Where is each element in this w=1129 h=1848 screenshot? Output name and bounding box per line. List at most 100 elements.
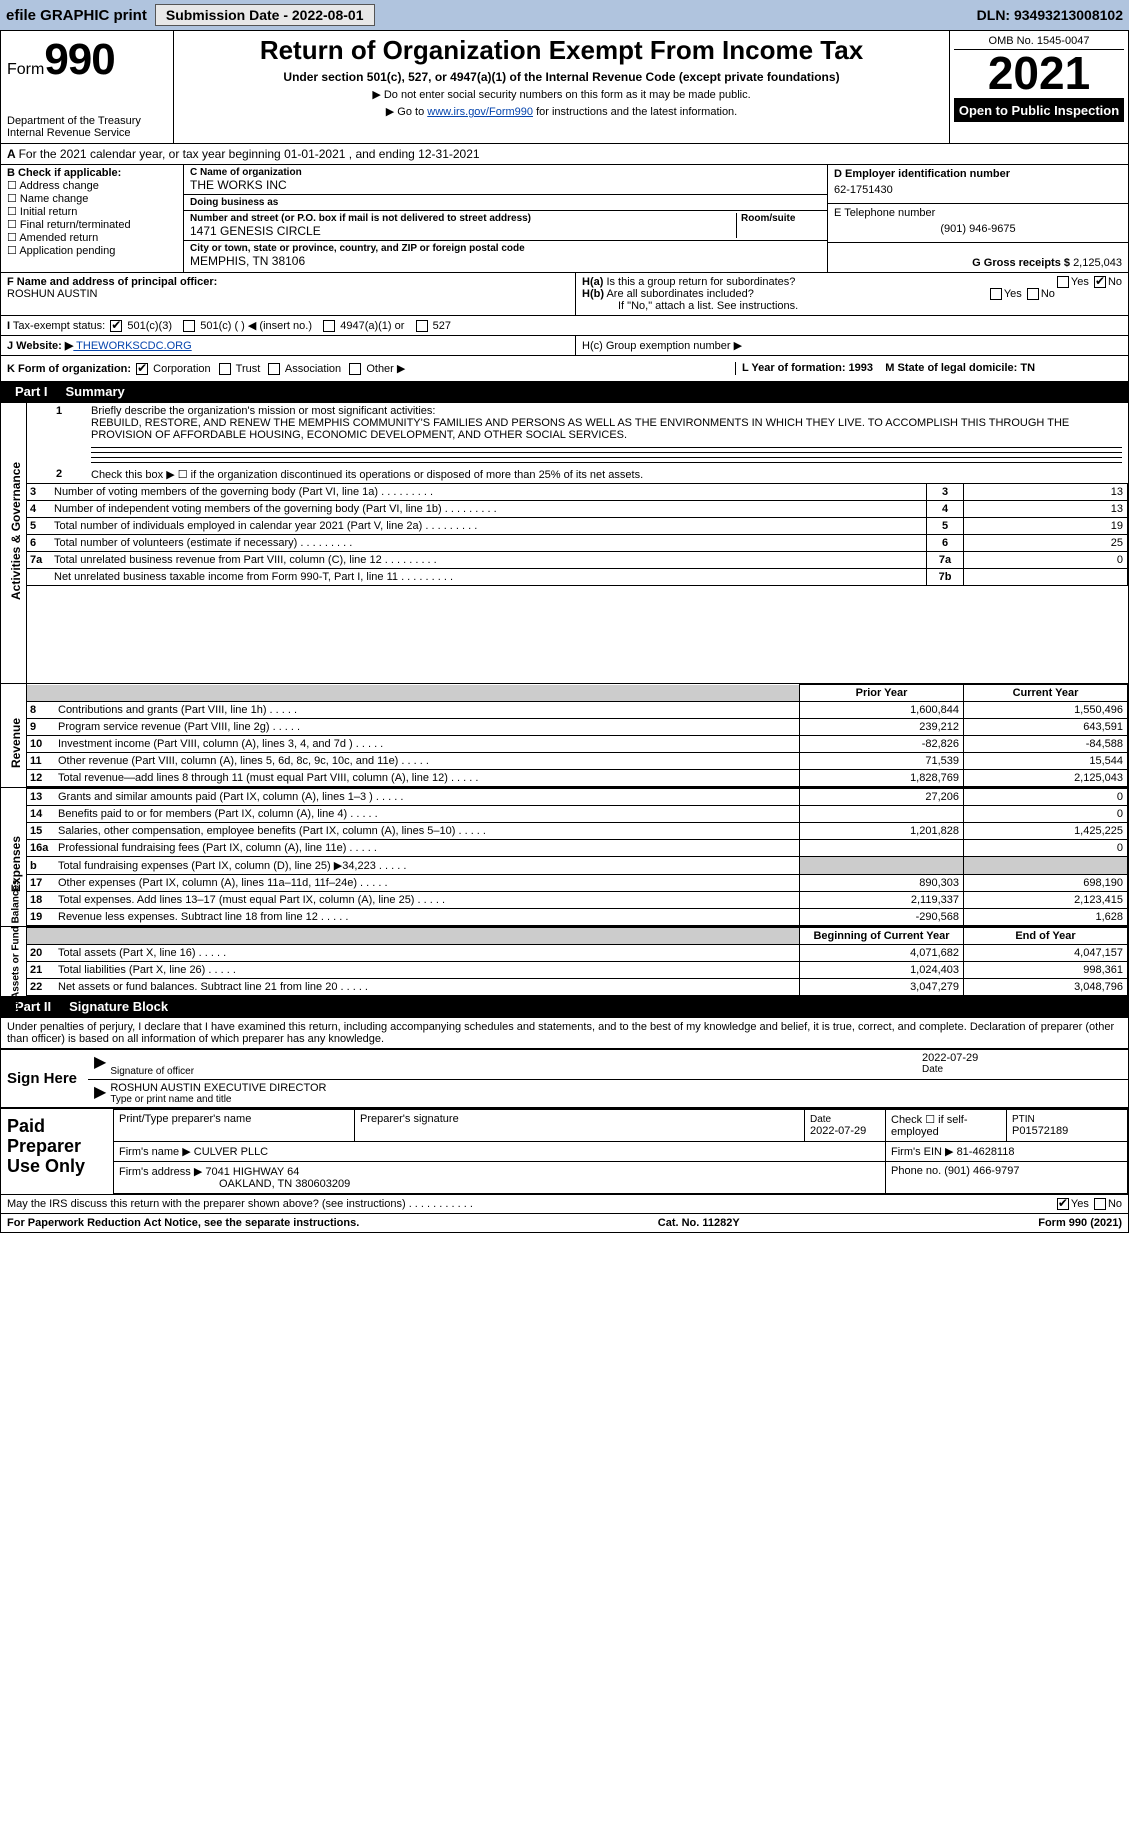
form-subtitle: Under section 501(c), 527, or 4947(a)(1)… bbox=[184, 70, 939, 84]
hb-yes[interactable] bbox=[990, 288, 1002, 300]
chk-assoc[interactable] bbox=[268, 363, 280, 375]
chk-other[interactable] bbox=[349, 363, 361, 375]
chk-corp[interactable] bbox=[136, 363, 148, 375]
ha-yes[interactable] bbox=[1057, 276, 1069, 288]
curr-val: 2,125,043 bbox=[964, 770, 1128, 787]
expenses-block: Expenses 13Grants and similar amounts pa… bbox=[1, 787, 1128, 926]
org-name: THE WORKS INC bbox=[190, 178, 821, 192]
firm-addr2: OAKLAND, TN 380603209 bbox=[119, 1178, 350, 1190]
gov-line: 5Total number of individuals employed in… bbox=[26, 518, 927, 535]
curr-val: 1,550,496 bbox=[964, 702, 1128, 719]
revenue-block: Revenue Prior YearCurrent Year 8Contribu… bbox=[1, 683, 1128, 787]
header-table: Form990 Department of the Treasury Inter… bbox=[1, 31, 1128, 143]
chk-final[interactable]: ☐ Final return/terminated bbox=[7, 218, 177, 231]
chk-initial[interactable]: ☐ Initial return bbox=[7, 205, 177, 218]
col-b: B Check if applicable: ☐ Address change … bbox=[1, 165, 184, 272]
prior-val: 1,600,844 bbox=[800, 702, 964, 719]
footer: For Paperwork Reduction Act Notice, see … bbox=[1, 1213, 1128, 1232]
gross-receipts: 2,125,043 bbox=[1073, 257, 1122, 269]
chk-address[interactable]: ☐ Address change bbox=[7, 179, 177, 192]
note-ssn: ▶ Do not enter social security numbers o… bbox=[184, 88, 939, 101]
curr-val: 998,361 bbox=[964, 962, 1128, 979]
line-j-hc: J Website: ▶ THEWORKSCDC.ORG H(c) Group … bbox=[1, 335, 1128, 355]
irs-link[interactable]: www.irs.gov/Form990 bbox=[427, 106, 533, 118]
chk-pending[interactable]: ☐ Application pending bbox=[7, 244, 177, 257]
governance-block: Activities & Governance 11 Briefly descr… bbox=[1, 402, 1128, 683]
sign-date: 2022-07-29 bbox=[922, 1052, 1122, 1064]
col-c: C Name of organization THE WORKS INC Doi… bbox=[184, 165, 827, 272]
chk-527[interactable] bbox=[416, 320, 428, 332]
curr-val: 0 bbox=[964, 806, 1128, 823]
curr-val: 1,628 bbox=[964, 909, 1128, 926]
fin-line: 17Other expenses (Part IX, column (A), l… bbox=[26, 875, 800, 892]
firm-addr1: 7041 HIGHWAY 64 bbox=[205, 1166, 299, 1178]
hb-no[interactable] bbox=[1027, 288, 1039, 300]
fin-line: 20Total assets (Part X, line 16) . . . .… bbox=[26, 945, 800, 962]
city: MEMPHIS, TN 38106 bbox=[190, 254, 821, 268]
gov-line: 7aTotal unrelated business revenue from … bbox=[26, 552, 927, 569]
curr-val: 2,123,415 bbox=[964, 892, 1128, 909]
firm-phone: (901) 466-9797 bbox=[944, 1165, 1019, 1177]
chk-trust[interactable] bbox=[219, 363, 231, 375]
prior-val: 1,024,403 bbox=[800, 962, 964, 979]
gov-val: 25 bbox=[964, 535, 1128, 552]
h-b: H(b) Are all subordinates included? Yes … bbox=[582, 288, 1122, 300]
paid-preparer: Paid Preparer Use Only Print/Type prepar… bbox=[1, 1107, 1128, 1194]
website-link[interactable]: THEWORKSCDC.ORG bbox=[73, 340, 191, 352]
self-employed-check[interactable]: Check ☐ if self-employed bbox=[886, 1110, 1007, 1142]
curr-val: 643,591 bbox=[964, 719, 1128, 736]
fin-line: 21Total liabilities (Part X, line 26) . … bbox=[26, 962, 800, 979]
ptin: P01572189 bbox=[1012, 1125, 1068, 1137]
fin-line: 18Total expenses. Add lines 13–17 (must … bbox=[26, 892, 800, 909]
chk-amended[interactable]: ☐ Amended return bbox=[7, 231, 177, 244]
prep-date: 2022-07-29 bbox=[810, 1125, 866, 1137]
note-link: ▶ Go to www.irs.gov/Form990 for instruct… bbox=[184, 105, 939, 118]
chk-4947[interactable] bbox=[323, 320, 335, 332]
officer-name: ROSHUN AUSTIN EXECUTIVE DIRECTOR bbox=[110, 1082, 1122, 1094]
curr-val: 15,544 bbox=[964, 753, 1128, 770]
fin-line: 16aProfessional fundraising fees (Part I… bbox=[26, 840, 800, 857]
chk-name[interactable]: ☐ Name change bbox=[7, 192, 177, 205]
curr-val: 1,425,225 bbox=[964, 823, 1128, 840]
curr-val: 0 bbox=[964, 840, 1128, 857]
submission-date-button[interactable]: Submission Date - 2022-08-01 bbox=[155, 4, 375, 26]
fin-line: 9Program service revenue (Part VIII, lin… bbox=[26, 719, 800, 736]
curr-val: -84,588 bbox=[964, 736, 1128, 753]
chk-501c[interactable] bbox=[183, 320, 195, 332]
phone: (901) 946-9675 bbox=[834, 219, 1122, 239]
arrow-icon: ▶ bbox=[94, 1052, 106, 1077]
fin-line: 12Total revenue—add lines 8 through 11 (… bbox=[26, 770, 800, 787]
arrow-icon: ▶ bbox=[94, 1082, 106, 1105]
fin-line: 15Salaries, other compensation, employee… bbox=[26, 823, 800, 840]
disc-no[interactable] bbox=[1094, 1198, 1106, 1210]
efile-label: efile GRAPHIC print bbox=[6, 7, 147, 24]
efile-bar: efile GRAPHIC print Submission Date - 20… bbox=[0, 0, 1129, 30]
gov-line: 3Number of voting members of the governi… bbox=[26, 484, 927, 501]
gov-val: 19 bbox=[964, 518, 1128, 535]
h-c: H(c) Group exemption number ▶ bbox=[575, 336, 1128, 355]
firm-name: CULVER PLLC bbox=[194, 1146, 268, 1158]
fin-line: 13Grants and similar amounts paid (Part … bbox=[26, 789, 800, 806]
ein: 62-1751430 bbox=[834, 180, 1122, 200]
fin-line: 11Other revenue (Part VIII, column (A), … bbox=[26, 753, 800, 770]
prior-val: 27,206 bbox=[800, 789, 964, 806]
chk-501c3[interactable] bbox=[110, 320, 122, 332]
curr-val: 0 bbox=[964, 789, 1128, 806]
ha-no[interactable] bbox=[1094, 276, 1106, 288]
prior-val: -82,826 bbox=[800, 736, 964, 753]
prior-val bbox=[800, 840, 964, 857]
fin-line: 19Revenue less expenses. Subtract line 1… bbox=[26, 909, 800, 926]
open-to-public: Open to Public Inspection bbox=[954, 99, 1124, 122]
prior-val: -290,568 bbox=[800, 909, 964, 926]
discuss-line: May the IRS discuss this return with the… bbox=[1, 1194, 1128, 1213]
gov-line: 4Number of independent voting members of… bbox=[26, 501, 927, 518]
disc-yes[interactable] bbox=[1057, 1198, 1069, 1210]
prior-val: 890,303 bbox=[800, 875, 964, 892]
curr-val: 698,190 bbox=[964, 875, 1128, 892]
form-number: Form990 bbox=[7, 35, 167, 85]
part-i-bar: Part I Summary bbox=[1, 381, 1128, 402]
form-title: Return of Organization Exempt From Incom… bbox=[184, 35, 939, 66]
col-right: D Employer identification number 62-1751… bbox=[827, 165, 1128, 272]
line-a: A For the 2021 calendar year, or tax yea… bbox=[1, 143, 1128, 164]
penalties-text: Under penalties of perjury, I declare th… bbox=[1, 1017, 1128, 1048]
